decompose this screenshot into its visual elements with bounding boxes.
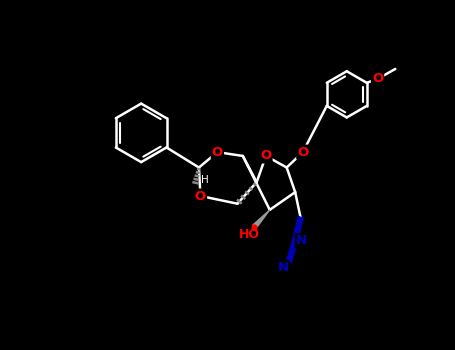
Text: O: O (195, 189, 206, 203)
Text: HO: HO (239, 228, 260, 241)
Text: O: O (212, 146, 223, 159)
Text: O: O (372, 72, 383, 85)
Text: N: N (296, 234, 307, 247)
Text: O: O (297, 146, 308, 159)
Text: O: O (260, 149, 272, 162)
Text: H: H (201, 175, 209, 185)
Text: N: N (277, 261, 288, 274)
Polygon shape (253, 210, 270, 228)
